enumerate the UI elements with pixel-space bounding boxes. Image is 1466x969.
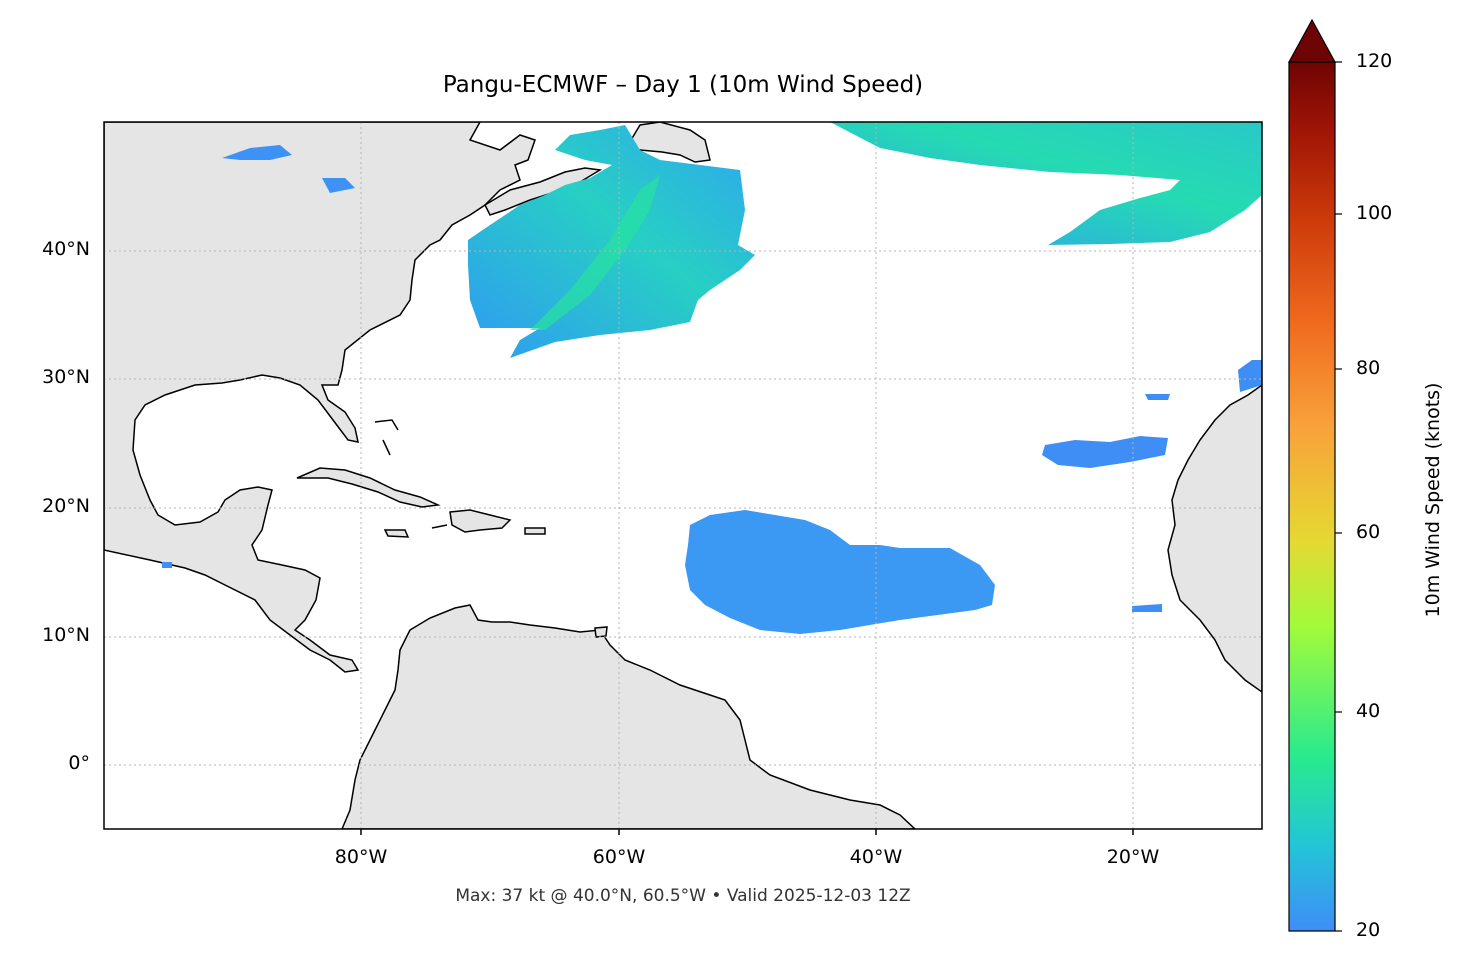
lat-label-10n: 10°N — [42, 624, 90, 646]
wind-jet-nw-atlantic — [530, 175, 660, 330]
trinidad — [594, 626, 608, 638]
wind-area-canary — [1042, 436, 1168, 468]
bahamas — [374, 419, 448, 529]
colorbar-tick-20: 20 — [1356, 919, 1381, 941]
wind-area-ne-atlantic — [830, 122, 1262, 245]
lat-label-0: 0° — [68, 752, 90, 774]
lat-label-30n: 30°N — [42, 366, 90, 388]
jamaica — [383, 529, 410, 538]
colorbar-ticks — [1335, 61, 1342, 932]
colorbar-extend-max — [1287, 18, 1337, 63]
map-frame — [103, 121, 1263, 830]
colorbar-tick-60: 60 — [1356, 521, 1381, 543]
nova-scotia — [484, 167, 603, 216]
wind-area-morocco-coast — [1238, 360, 1262, 392]
lon-label-40w: 40°W — [849, 846, 903, 868]
gridlines — [104, 122, 1262, 829]
lon-label-60w: 60°W — [592, 846, 646, 868]
lat-label-20n: 20°N — [42, 495, 90, 517]
africa-land — [1167, 384, 1262, 693]
lon-label-80w: 80°W — [334, 846, 388, 868]
map-title: Pangu-ECMWF – Day 1 (10m Wind Speed) — [442, 72, 924, 98]
colorbar — [1288, 61, 1336, 932]
colorbar-tick-100: 100 — [1356, 202, 1393, 224]
map-footer: Max: 37 kt @ 40.0°N, 60.5°W • Valid 2025… — [455, 886, 911, 906]
wind-area-tropical-atlantic — [685, 510, 995, 634]
colorbar-tick-40: 40 — [1356, 700, 1381, 722]
newfoundland — [623, 122, 711, 163]
lon-label-20w: 20°W — [1106, 846, 1160, 868]
colorbar-label: 10m Wind Speed (knots) — [1422, 382, 1444, 618]
great-lakes-wind — [222, 145, 355, 193]
north-america-land — [104, 122, 536, 673]
axis-ticks — [360, 829, 1134, 835]
cuba — [296, 467, 441, 508]
puerto-rico — [524, 527, 546, 535]
hispaniola — [449, 509, 512, 533]
south-america-land — [341, 604, 917, 829]
lat-label-40n: 40°N — [42, 238, 90, 260]
colorbar-tick-120: 120 — [1356, 50, 1393, 72]
colorbar-tick-80: 80 — [1356, 357, 1381, 379]
